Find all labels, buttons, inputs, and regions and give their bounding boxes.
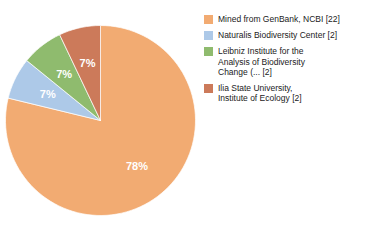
html-text:Ilia State University, Institu: Ilia State University, Institute of Ecol…: [218, 82, 302, 104]
html-text:Leibniz Institute for the Anal: Leibniz Institute for the Analysis of Bi…: [218, 46, 305, 77]
svg-text:7%: 7%: [56, 68, 72, 80]
svg-text:78%: 78%: [126, 160, 148, 172]
svg-text:7%: 7%: [40, 88, 56, 100]
svg-text:7%: 7%: [80, 57, 96, 69]
html-text:Mined from GenBank, NCBI [22]: Mined from GenBank, NCBI [22]: [218, 14, 340, 24]
html-text:Naturalis Biodiversity Center: Naturalis Biodiversity Center [2]: [218, 30, 337, 41]
